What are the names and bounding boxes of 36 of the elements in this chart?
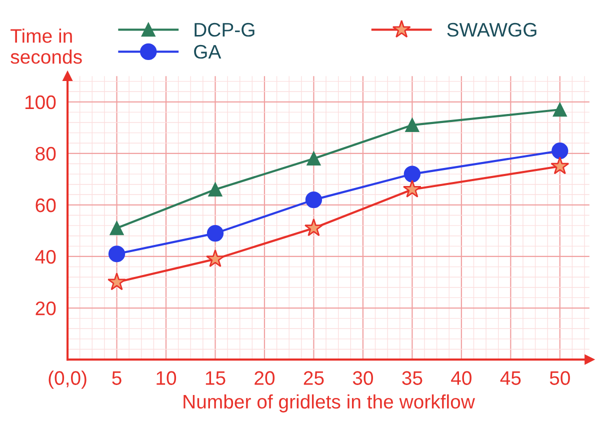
legend-label: GA: [194, 44, 222, 59]
x-tick-label: (0,0): [48, 370, 86, 389]
x-tick-label: 20: [254, 371, 275, 385]
legend-label: SWAWGG: [447, 22, 536, 37]
point: [107, 272, 126, 290]
point: [208, 182, 222, 196]
x-tick-label: 30: [352, 371, 374, 385]
point: [552, 102, 567, 117]
point: [402, 180, 422, 198]
x-tick-label: 15: [206, 371, 226, 385]
point: [306, 152, 321, 166]
x-tick-label: 25: [304, 371, 324, 385]
x-tick-label: 50: [550, 371, 570, 385]
point: [305, 191, 322, 208]
x-tick-label: 10: [156, 371, 176, 385]
x-tick-label: 5: [112, 371, 122, 385]
point: [404, 166, 421, 182]
point: [552, 142, 568, 160]
y-tick-label: 100: [25, 95, 56, 110]
x-tick-label: 45: [500, 371, 521, 385]
y-tick-label: 20: [36, 301, 56, 316]
x-tick-label: 35: [402, 371, 422, 385]
y-tick-label: 40: [35, 250, 56, 264]
legend-label: DCP-G: [194, 22, 254, 37]
point: [405, 118, 420, 132]
point: [206, 224, 224, 242]
x-tick-label: 40: [451, 371, 472, 385]
point: [304, 218, 323, 236]
y-axis-title: Time in seconds: [10, 28, 82, 64]
point: [110, 221, 124, 236]
y-tick-label: 60: [36, 198, 56, 212]
point: [550, 156, 570, 174]
point: [108, 246, 126, 262]
x-axis-title: Number of gridlets in the workflow: [184, 394, 475, 412]
y-tick-label: 80: [36, 146, 56, 161]
point: [206, 249, 225, 268]
